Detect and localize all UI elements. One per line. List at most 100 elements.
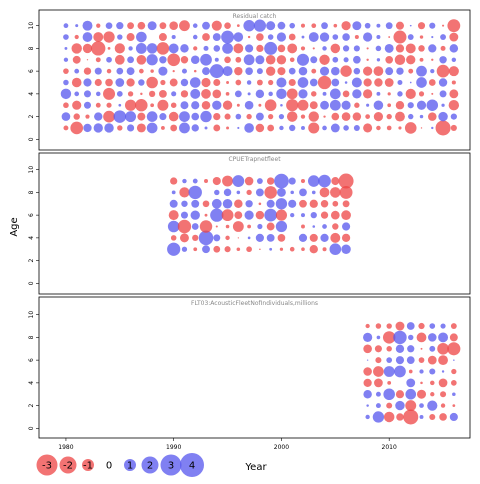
residual-bubble	[74, 34, 79, 40]
residual-bubble	[222, 198, 233, 209]
residual-bubble	[365, 323, 370, 329]
residual-bubble	[452, 404, 456, 407]
residual-bubble	[308, 111, 319, 122]
residual-bubble	[75, 24, 79, 28]
residual-bubble	[406, 322, 415, 330]
residual-bubble	[274, 173, 289, 189]
residual-bubble	[82, 32, 93, 42]
bubbles	[363, 321, 461, 425]
residual-bubble	[342, 200, 350, 208]
residual-bubble	[383, 388, 395, 401]
residual-bubble	[395, 44, 405, 53]
residual-bubble	[83, 90, 92, 98]
residual-bubble	[428, 112, 437, 121]
residual-bubble	[116, 91, 123, 97]
residual-bubble	[160, 79, 166, 86]
residual-bubble	[426, 99, 439, 111]
residual-bubble	[332, 56, 339, 63]
residual-bubble	[352, 112, 362, 121]
residual-bubble	[331, 177, 340, 186]
x-tick-label: 1980	[58, 444, 73, 451]
residual-bubble	[275, 220, 288, 233]
residual-bubble	[442, 24, 445, 27]
residual-bubble	[171, 91, 177, 97]
residual-bubble	[439, 56, 447, 64]
residual-bubble	[311, 23, 317, 29]
residual-bubble	[255, 89, 265, 99]
residual-bubble	[96, 91, 101, 97]
residual-bubble	[429, 413, 436, 420]
residual-bubble	[394, 54, 406, 66]
residual-bubble	[323, 115, 326, 118]
residual-bubble	[351, 77, 362, 88]
residual-bubble	[307, 175, 320, 187]
residual-bubble	[64, 46, 68, 50]
residual-bubble	[286, 111, 298, 122]
residual-bubble	[309, 199, 318, 208]
residual-bubble	[181, 200, 188, 207]
residual-bubble	[192, 178, 198, 184]
residual-bubble	[213, 245, 221, 253]
residual-bubble	[117, 125, 123, 131]
residual-bubble	[300, 23, 305, 28]
residual-bubble	[408, 369, 413, 374]
residual-bubble	[428, 333, 437, 342]
residual-bubble	[447, 342, 461, 356]
residual-bubble	[167, 220, 180, 233]
legend-label: 2	[147, 461, 153, 472]
residual-bubble	[330, 43, 341, 54]
residual-bubble	[191, 101, 200, 110]
legend-bubble	[82, 459, 94, 471]
residual-bubble	[341, 100, 351, 110]
residual-bubble	[247, 92, 251, 96]
residual-bubble	[339, 185, 353, 199]
residual-bubble	[247, 236, 251, 240]
residual-bubble	[354, 35, 359, 40]
residual-bubble	[83, 78, 92, 87]
residual-bubble	[117, 34, 123, 40]
residual-bubble	[365, 414, 370, 420]
residual-bubble	[277, 21, 286, 30]
residual-bubble	[113, 110, 127, 123]
residual-bubble	[235, 79, 242, 86]
residual-bubble	[204, 213, 208, 217]
residual-bubble	[172, 70, 175, 73]
residual-bubble	[438, 332, 449, 343]
residual-bubble	[167, 53, 181, 67]
residual-bubble	[441, 370, 445, 373]
residual-bubble	[311, 190, 316, 195]
residual-bubble	[233, 32, 244, 42]
residual-bubble	[237, 237, 239, 239]
residual-bubble	[451, 80, 456, 85]
legend-bubble	[36, 454, 58, 476]
residual-bubble	[213, 124, 221, 132]
residual-bubble	[365, 114, 370, 119]
residual-bubble	[191, 124, 199, 132]
residual-bubble	[438, 78, 448, 87]
residual-bubble	[290, 190, 294, 195]
residual-bubble	[309, 78, 318, 87]
residual-bubble	[451, 368, 457, 375]
residual-bubble	[301, 224, 305, 229]
residual-bubble	[332, 34, 339, 40]
residual-bubble	[180, 211, 188, 219]
legend-label: -1	[83, 461, 93, 472]
residual-bubble	[159, 22, 167, 30]
residual-bubble	[214, 189, 220, 196]
residual-bubble	[147, 21, 157, 31]
residual-bubble	[418, 322, 425, 330]
residual-bubble	[319, 54, 330, 65]
residual-bubble	[329, 88, 341, 100]
residual-bubble	[264, 41, 278, 55]
residual-bubble	[332, 200, 339, 207]
residual-bubble	[128, 46, 133, 51]
residual-bubble	[287, 43, 298, 54]
residual-bubble	[63, 125, 69, 131]
y-tick-label: 10	[28, 22, 35, 30]
residual-bubble	[290, 212, 295, 218]
y-tick-label: 4	[28, 92, 35, 96]
residual-bubble	[247, 35, 251, 39]
residual-bubble	[366, 103, 370, 107]
residual-bubble	[375, 45, 382, 52]
residual-bubble	[407, 345, 415, 353]
